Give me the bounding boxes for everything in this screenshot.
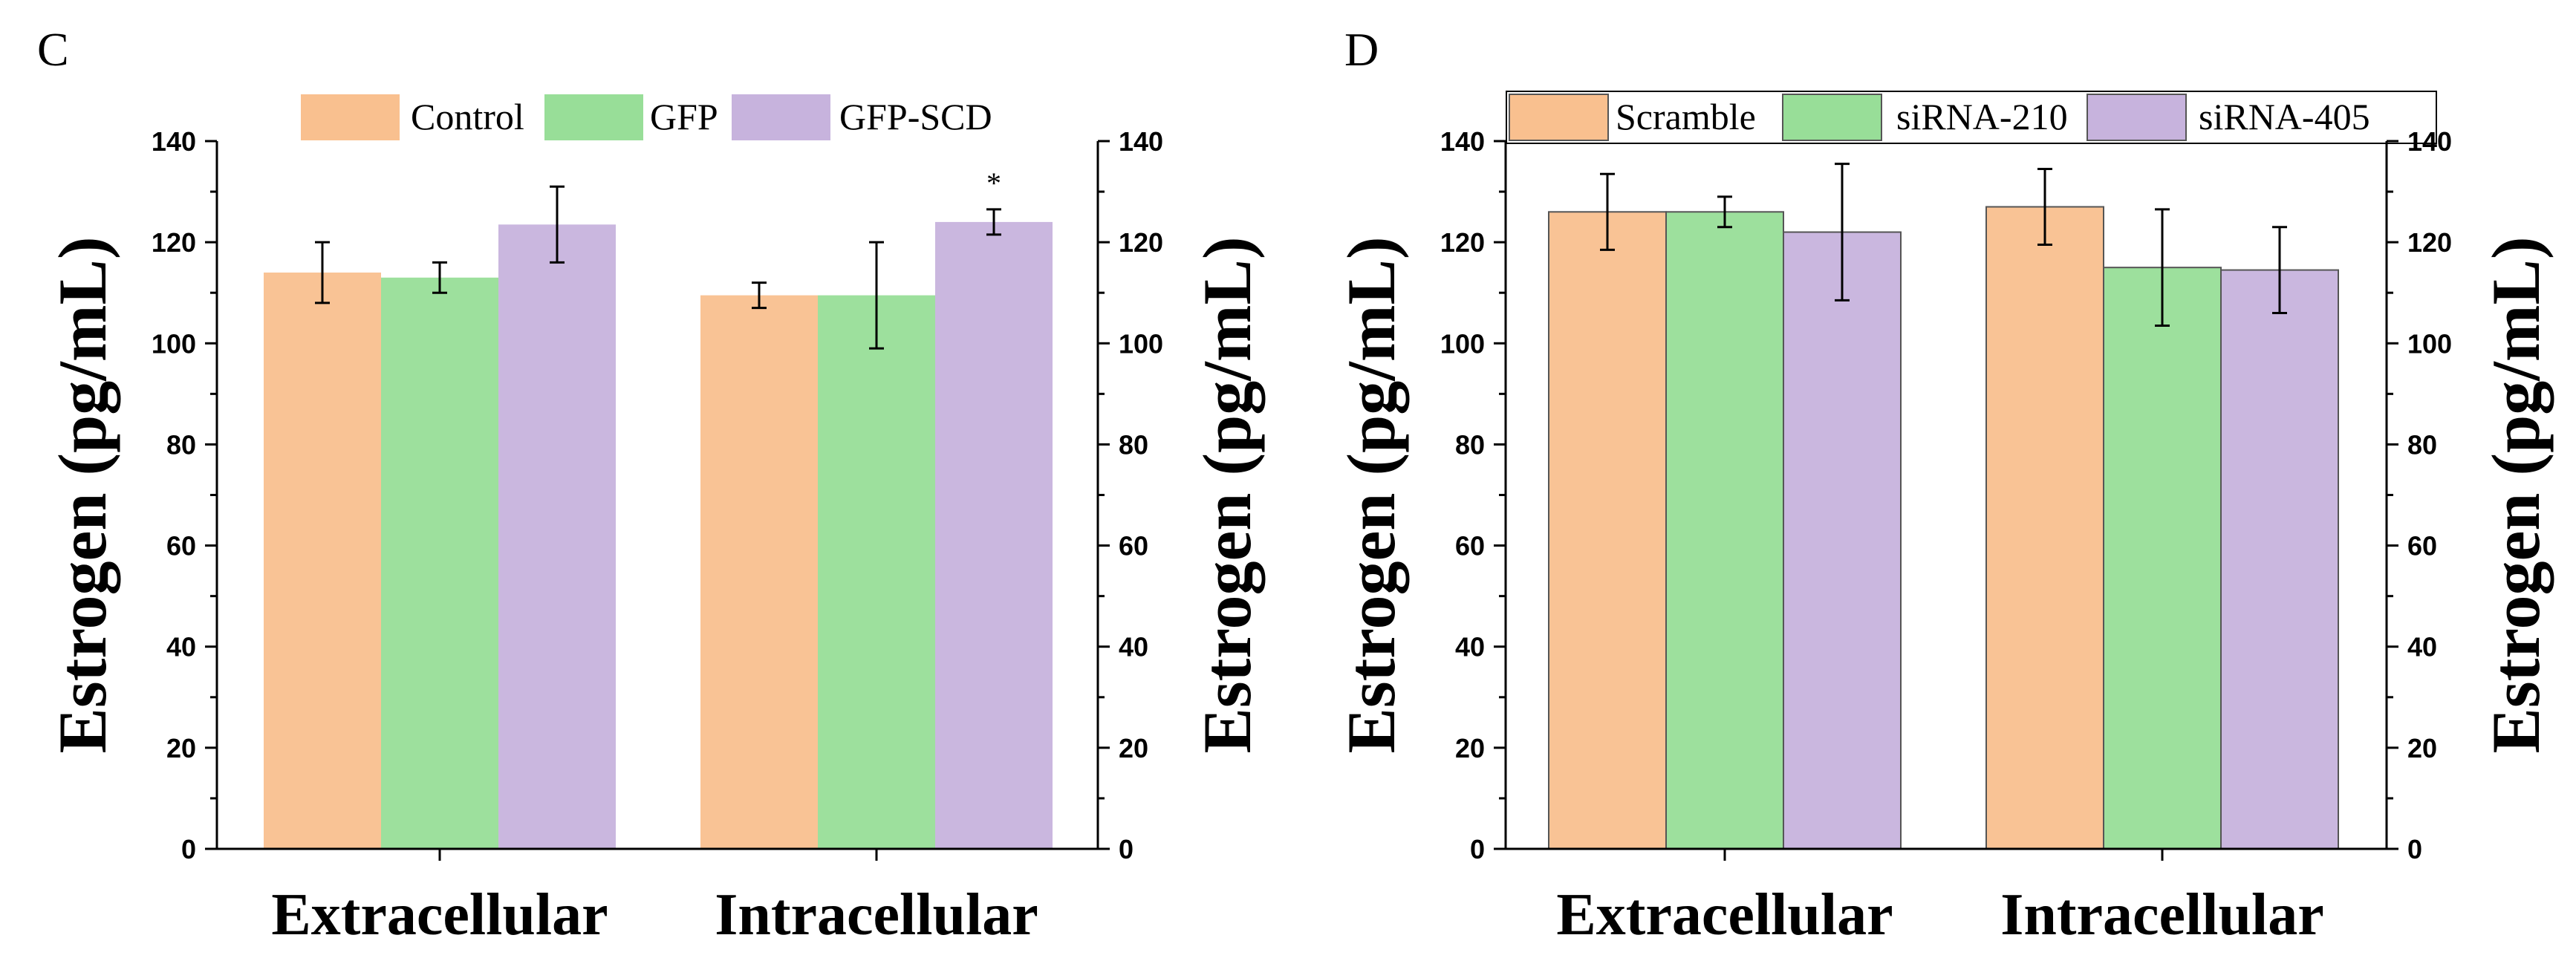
y-tick-label-right: 80 bbox=[2407, 429, 2437, 460]
y-tick-label-left: 60 bbox=[1455, 531, 1485, 561]
y-tick-label-left: 80 bbox=[1455, 429, 1485, 460]
y-tick-label-left: 120 bbox=[152, 227, 196, 258]
y-axis-title-left: Estrogen (pg/mL) bbox=[1333, 237, 1409, 754]
y-tick-label-right: 60 bbox=[2407, 531, 2437, 561]
x-tick-label: Intracellular bbox=[2000, 882, 2323, 948]
y-tick-label-left: 40 bbox=[166, 632, 196, 662]
y-axis-title-left: Estrogen (pg/mL) bbox=[45, 237, 120, 754]
y-tick-label-right: 120 bbox=[2407, 227, 2452, 258]
y-tick-label-left: 140 bbox=[1440, 126, 1485, 157]
y-tick-label-right: 60 bbox=[1119, 531, 1148, 561]
legend-swatch bbox=[301, 94, 400, 140]
bar bbox=[1548, 211, 1667, 850]
panel-c: C Control GFP GFP-SCD Extracellular Intracell… bbox=[37, 23, 1265, 948]
y-axis-title-right: Estrogen (pg/mL) bbox=[2478, 237, 2554, 754]
bar bbox=[700, 295, 818, 849]
bar bbox=[2220, 269, 2339, 850]
bar bbox=[381, 277, 498, 849]
legend-swatch bbox=[544, 94, 643, 140]
y-tick-label-left: 120 bbox=[1440, 227, 1485, 258]
x-tick-label: Extracellular bbox=[1556, 882, 1893, 948]
y-tick-label-right: 40 bbox=[2407, 632, 2437, 662]
y-tick-label-left: 60 bbox=[166, 531, 196, 561]
bar bbox=[1783, 231, 1902, 850]
legend-label: GFP bbox=[650, 96, 718, 137]
significance-mark: * bbox=[986, 166, 1001, 200]
y-tick-label-right: 20 bbox=[1119, 733, 1148, 763]
y-tick-label-left: 0 bbox=[181, 834, 196, 864]
y-tick-label-right: 80 bbox=[1119, 429, 1148, 460]
legend-label: siRNA-210 bbox=[1896, 96, 2068, 137]
legend-swatch bbox=[1782, 94, 1882, 141]
y-tick-label-left: 140 bbox=[152, 126, 196, 157]
y-tick-label-right: 20 bbox=[2407, 733, 2437, 763]
y-axis-title-right: Estrogen (pg/mL) bbox=[1189, 237, 1265, 754]
bar bbox=[498, 224, 616, 849]
y-tick-label-left: 100 bbox=[1440, 328, 1485, 359]
y-tick-label-left: 20 bbox=[1455, 733, 1485, 763]
legend-frame bbox=[1506, 91, 2437, 144]
bar bbox=[1665, 211, 1784, 850]
y-tick-label-right: 140 bbox=[2407, 126, 2452, 157]
bar bbox=[264, 272, 381, 849]
legend-swatch bbox=[732, 94, 830, 140]
y-tick-label-left: 20 bbox=[166, 733, 196, 763]
bar bbox=[935, 221, 1053, 849]
legend-swatch bbox=[2087, 94, 2187, 141]
legend-label: siRNA-405 bbox=[2199, 96, 2370, 137]
bar bbox=[818, 295, 935, 849]
y-tick-label-right: 140 bbox=[1119, 126, 1163, 157]
legend-label: Scramble bbox=[1616, 96, 1756, 137]
legend-swatch bbox=[1509, 94, 1609, 141]
legend-label: GFP-SCD bbox=[839, 96, 992, 137]
y-tick-label-right: 120 bbox=[1119, 227, 1163, 258]
legend-label: Control bbox=[411, 96, 524, 137]
x-tick-label: Extracellular bbox=[271, 882, 608, 948]
y-tick-label-right: 0 bbox=[1119, 834, 1133, 864]
bar bbox=[1985, 206, 2104, 850]
y-tick-label-left: 0 bbox=[1470, 834, 1485, 864]
panel-label: C bbox=[37, 23, 69, 76]
y-tick-label-left: 40 bbox=[1455, 632, 1485, 662]
y-tick-label-right: 0 bbox=[2407, 834, 2422, 864]
panel-d: D Scramble siRNA-210 siRNA-405 Extracellular… bbox=[1333, 23, 2554, 948]
y-tick-label-left: 100 bbox=[152, 328, 196, 359]
y-tick-label-right: 40 bbox=[1119, 632, 1148, 662]
y-tick-label-left: 80 bbox=[166, 429, 196, 460]
panel-label: D bbox=[1344, 23, 1379, 76]
y-tick-label-right: 100 bbox=[1119, 328, 1163, 359]
bar bbox=[2103, 267, 2222, 850]
x-tick-label: Intracellular bbox=[715, 882, 1038, 948]
y-tick-label-right: 100 bbox=[2407, 328, 2452, 359]
